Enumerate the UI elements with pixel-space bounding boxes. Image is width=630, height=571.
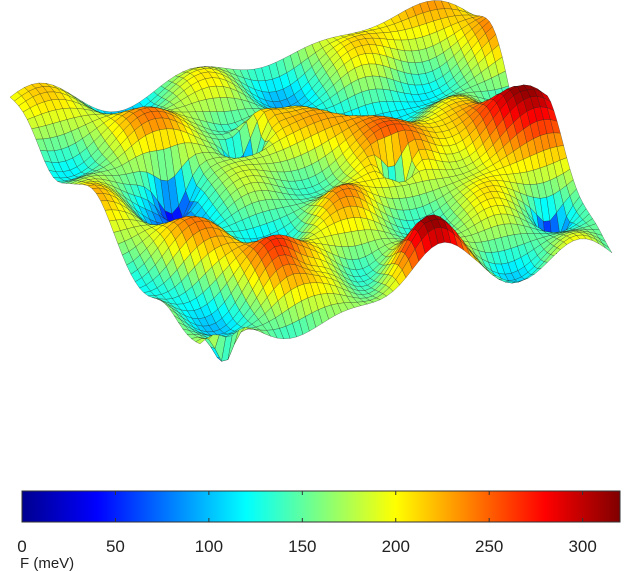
colorbar-tick-label: 200	[382, 537, 410, 556]
surface-patch	[98, 112, 110, 115]
surface-patch	[602, 243, 613, 254]
colorbar-tick-labels: 0 50 100 150 200 250 300	[17, 537, 597, 556]
colorbar-tick-label: 0	[17, 537, 26, 556]
colorbar-tick-label: 50	[106, 537, 125, 556]
energy-surface-plot	[9, 0, 613, 362]
colorbar-tick-label: 150	[288, 537, 316, 556]
colorbar-ticks	[21, 491, 584, 522]
colorbar: 0 50 100 150 200 250 300 F (meV)	[17, 490, 621, 571]
colorbar-tick-label: 300	[568, 537, 596, 556]
colorbar-axis-label: F (meV)	[20, 555, 74, 571]
colorbar-tick-label: 100	[195, 537, 223, 556]
colorbar-tick-label: 250	[475, 537, 503, 556]
colorbar-gradient	[21, 490, 621, 523]
